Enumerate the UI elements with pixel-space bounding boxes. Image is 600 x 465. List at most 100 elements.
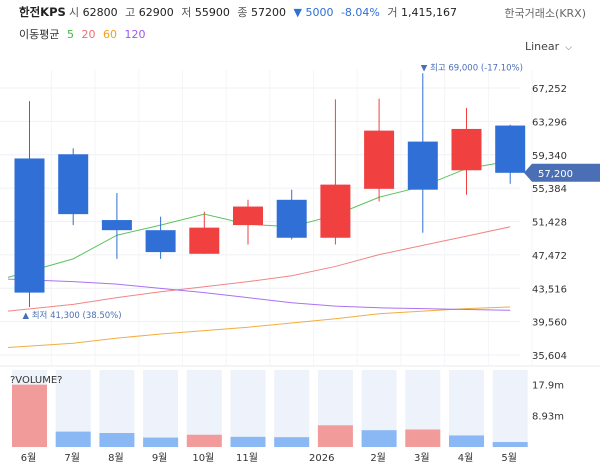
y-tick-label: 43,516 [532,284,567,295]
candle-body [233,206,263,226]
scale-dropdown-label: Linear [524,40,560,53]
volume-bar [186,434,222,447]
ma-legend-title: 이동평균 [19,28,60,41]
volume-bar [99,433,135,447]
x-tick-label: 8월 [108,452,124,464]
x-tick-label: 7월 [64,452,80,464]
chevron-down-icon: ⌵ [565,43,572,53]
ma-5-line [7,160,511,278]
low-value: 55900 [194,6,230,19]
candle [407,73,438,233]
candle-body [14,158,45,293]
x-tick-label: 10월 [192,452,214,464]
ma-120-toggle[interactable]: 120 [124,28,146,41]
candle-body [276,199,307,238]
candle [276,189,307,240]
chart-header: 한전KPS 시 62800 고 62900 저 55900 종 57200 ▼ … [0,0,600,24]
volume-slot-bg [449,370,484,447]
x-tick-label: 5월 [501,452,517,464]
y-tick-label: 47,472 [532,251,567,262]
ma-120-line [7,278,511,311]
candle-body [58,154,89,215]
x-tick-label: 4월 [458,452,474,464]
high-annotation: ▼ 최고 69,000 (-17.10%) [421,62,523,73]
candle-body [145,230,176,253]
candle-body [320,184,351,238]
x-tick-label: 2월 [370,452,386,464]
volume-bar [449,435,484,447]
volume-y-tick-label: 8.93m [532,412,564,423]
candle [451,107,482,195]
ma-60-toggle[interactable]: 60 [102,28,117,41]
ma-20-toggle[interactable]: 20 [81,28,96,41]
x-tick-label: 9월 [152,452,168,464]
y-tick-label: 59,340 [532,151,567,162]
last-price-tag [524,163,600,182]
candle [320,99,351,245]
candle [189,211,220,254]
candle [14,101,45,307]
ma-5-toggle[interactable]: 5 [66,28,74,41]
candles [14,73,526,307]
candle [364,98,395,202]
candle-body [364,130,395,189]
open-label: 시 [69,6,80,19]
high-label: 고 [125,6,136,19]
volume-bar [143,437,179,447]
volume-slot-bg [361,370,397,447]
y-axis: 67,252 63,296 59,340 55,384 51,428 47,472 43,5… [524,84,600,423]
y-tick-label: 51,428 [532,218,567,229]
ma-20-line [7,226,511,312]
volume-bar [12,384,47,447]
candle-body [189,227,220,254]
candle-body [451,128,482,171]
volume-bar [230,436,266,447]
high-value: 62900 [138,6,174,19]
moving-average-legend: 이동평균 5 20 60 120 [19,26,149,42]
candle [233,199,263,245]
candle-body [101,220,132,231]
ohlc-summary: 시 62800 고 62900 저 55900 종 57200 ▼ 5000 -… [69,4,461,20]
volume-slot-bg [492,370,528,447]
change-value: ▼ 5000 [293,6,334,19]
exchange-name: 한국거래소(KRX) [504,7,586,20]
x-tick-label: 11월 [236,452,258,464]
scale-dropdown[interactable]: Linear ⌵ [525,40,572,53]
volume-slot-bg [274,370,310,447]
volume-bar [55,431,91,447]
y-tick-label: 67,252 [532,84,567,95]
volume-slot-bg [55,370,91,447]
x-tick-label: 6월 [21,452,37,464]
ma-60-line [7,306,511,348]
volume-bar [361,430,397,447]
volume-bar [405,429,441,447]
moving-average-lines [7,160,511,348]
volume-slot-bg [186,370,222,447]
volume-slot-bg [405,370,441,447]
y-tick-label: 55,384 [532,184,567,195]
candle [495,124,526,184]
volume-panel-title: ?VOLUME? [10,375,63,386]
volume-slot-bg [317,370,353,447]
volume-slot-bg [230,370,266,447]
close-label: 종 [237,6,248,19]
open-value: 62800 [82,6,118,19]
x-axis: 6월 7월 8월 9월 10월 11월 2026 2월 3월 4월 5월 [21,452,517,464]
volume-value: 1,415,167 [401,6,457,19]
y-tick-label: 63,296 [532,117,567,128]
grid-lines [0,70,600,367]
candle [101,193,132,259]
candle-body [407,141,438,190]
y-tick-label: 35,604 [532,351,567,362]
close-value: 57200 [251,6,286,19]
stock-name: 한전KPS [19,5,66,19]
last-price-label: 57,200 [538,169,573,180]
volume-slot-bg [143,370,179,447]
candle-body [495,125,526,173]
volume-bars: ?VOLUME? [10,375,528,447]
x-tick-label: 2026 [309,453,334,464]
candle [58,148,89,226]
low-annotation: ▲ 최저 41,300 (38.50%) [23,310,122,321]
volume-slot-bg [12,370,47,447]
